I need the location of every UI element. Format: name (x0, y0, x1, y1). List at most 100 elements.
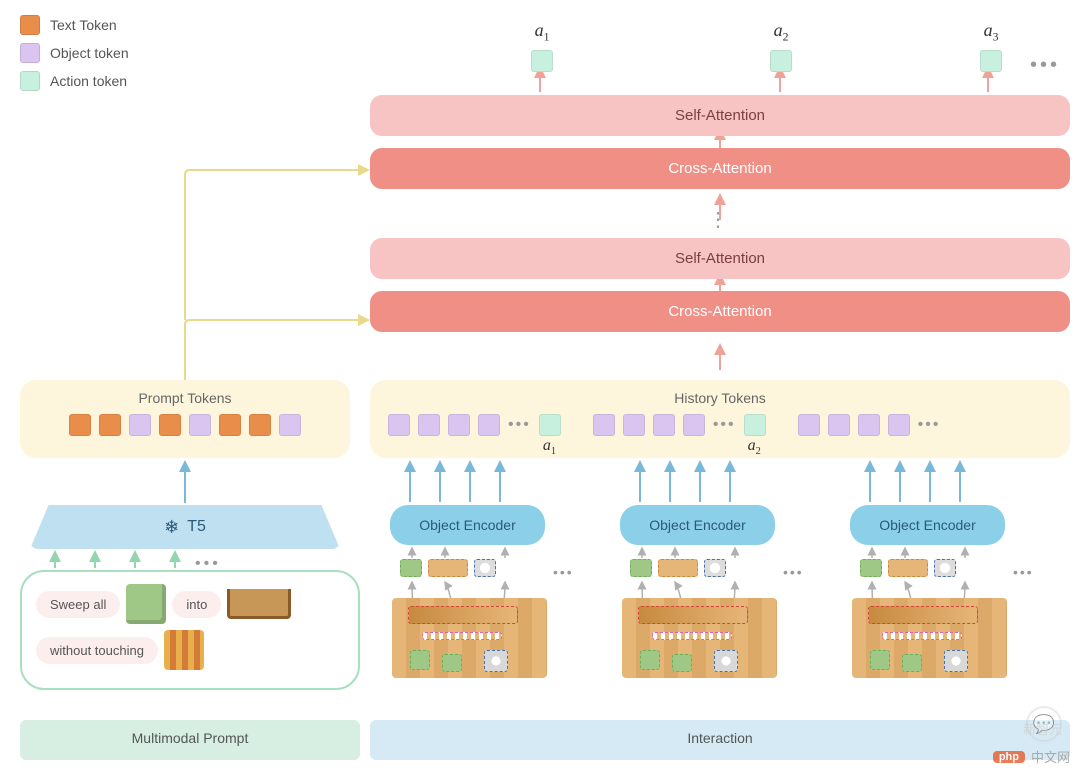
text-token-icon (99, 414, 121, 436)
scene-object-box (672, 654, 692, 672)
prompt-tokens-area: Prompt Tokens (20, 380, 350, 458)
encoder-ellipsis: ••• (783, 564, 804, 580)
legend-label: Object token (50, 45, 129, 61)
multimodal-prompt-box: Sweep all into without touching (20, 570, 360, 690)
legend-swatch (20, 43, 40, 63)
scene-object-box (652, 632, 732, 640)
output-label: a2 (770, 20, 792, 44)
legend-swatch (20, 71, 40, 91)
action-token-icon (531, 50, 553, 72)
text-token-icon (69, 414, 91, 436)
prompt-object-image (227, 589, 291, 619)
scene-object-box (484, 650, 508, 672)
action-token-icon (539, 414, 561, 436)
scene-image (392, 598, 547, 678)
prompt-text-pill: into (172, 591, 221, 618)
history-tokens-area: History Tokens •••a1•••a2••• (370, 380, 1070, 458)
mini-object (934, 559, 956, 577)
object-token-icon (798, 414, 820, 436)
scene-object-box (408, 606, 518, 624)
attention-stack: Self-AttentionCross-Attention⋮Self-Atten… (370, 95, 1070, 344)
scene-object-box (944, 650, 968, 672)
object-token-icon (448, 414, 470, 436)
object-token-icon (418, 414, 440, 436)
multimodal-prompt-label: Multimodal Prompt (132, 730, 249, 746)
object-token-icon (189, 414, 211, 436)
legend-label: Text Token (50, 17, 117, 33)
scene-object-box (870, 650, 890, 670)
scene-object-box (882, 632, 962, 640)
mini-object (888, 559, 928, 577)
token-ellipsis: ••• (918, 416, 941, 434)
scene-object-box (868, 606, 978, 624)
legend-swatch (20, 15, 40, 35)
multimodal-prompt-bar: Multimodal Prompt (20, 720, 360, 760)
object-token-icon (279, 414, 301, 436)
token-ellipsis: ••• (508, 416, 531, 434)
object-encoder-block: Object Encoder (390, 505, 545, 545)
cross-attention-block: Cross-Attention (370, 148, 1070, 189)
text-token-icon (219, 414, 241, 436)
wechat-text: 新智元 (1023, 719, 1062, 738)
output-token: a2 (770, 20, 792, 72)
text-token-icon (249, 414, 271, 436)
output-label: a3 (980, 20, 1002, 44)
scene-object-box (714, 650, 738, 672)
mini-object (658, 559, 698, 577)
scene-object-box (638, 606, 748, 624)
mini-object (860, 559, 882, 577)
history-tokens-title: History Tokens (382, 390, 1058, 406)
extracted-objects (630, 559, 726, 577)
output-token: a1 (531, 20, 553, 72)
object-encoder-block: Object Encoder (620, 505, 775, 545)
prompt-token-row (32, 414, 338, 436)
snowflake-icon: ❄ (164, 517, 179, 538)
mini-object (474, 559, 496, 577)
scene-image (852, 598, 1007, 678)
encoder-ellipsis: ••• (1013, 564, 1034, 580)
scene-object-box (640, 650, 660, 670)
legend-item: Object token (20, 43, 129, 63)
mini-object (630, 559, 652, 577)
t5-encoder: ❄ T5 (30, 505, 340, 549)
legend-item: Action token (20, 71, 129, 91)
action-token-icon (980, 50, 1002, 72)
prompt-text-pill: Sweep all (36, 591, 120, 618)
object-token-icon (683, 414, 705, 436)
mini-object (428, 559, 468, 577)
scene-image (622, 598, 777, 678)
prompt-tokens-title: Prompt Tokens (32, 390, 338, 406)
token-ellipsis: ••• (713, 416, 736, 434)
interaction-label: Interaction (687, 730, 752, 746)
object-token-icon (593, 414, 615, 436)
cross-attention-block: Cross-Attention (370, 291, 1070, 332)
legend-item: Text Token (20, 15, 129, 35)
output-ellipsis: ••• (1030, 54, 1060, 77)
object-token-icon (828, 414, 850, 436)
extracted-objects (400, 559, 496, 577)
scene-object-box (902, 654, 922, 672)
self-attention-block: Self-Attention (370, 238, 1070, 279)
object-token-icon (129, 414, 151, 436)
object-token-icon (888, 414, 910, 436)
self-attention-block: Self-Attention (370, 95, 1070, 136)
legend-label: Action token (50, 73, 127, 89)
object-token-icon (653, 414, 675, 436)
prompt-object-image (126, 584, 166, 624)
output-token: a3 (980, 20, 1002, 72)
object-token-icon (623, 414, 645, 436)
scene-object-box (442, 654, 462, 672)
scene-object-box (422, 632, 502, 640)
mini-object (704, 559, 726, 577)
php-text: 中文网 (1031, 747, 1070, 766)
text-token-icon (159, 414, 181, 436)
php-badge: php (993, 751, 1025, 763)
legend: Text Token Object token Action token (20, 15, 129, 99)
object-token-icon (858, 414, 880, 436)
output-label: a1 (531, 20, 553, 44)
interaction-bar: Interaction (370, 720, 1070, 760)
prompt-text-pill: without touching (36, 637, 158, 664)
extracted-objects (860, 559, 956, 577)
object-token-icon (388, 414, 410, 436)
action-token-icon (770, 50, 792, 72)
